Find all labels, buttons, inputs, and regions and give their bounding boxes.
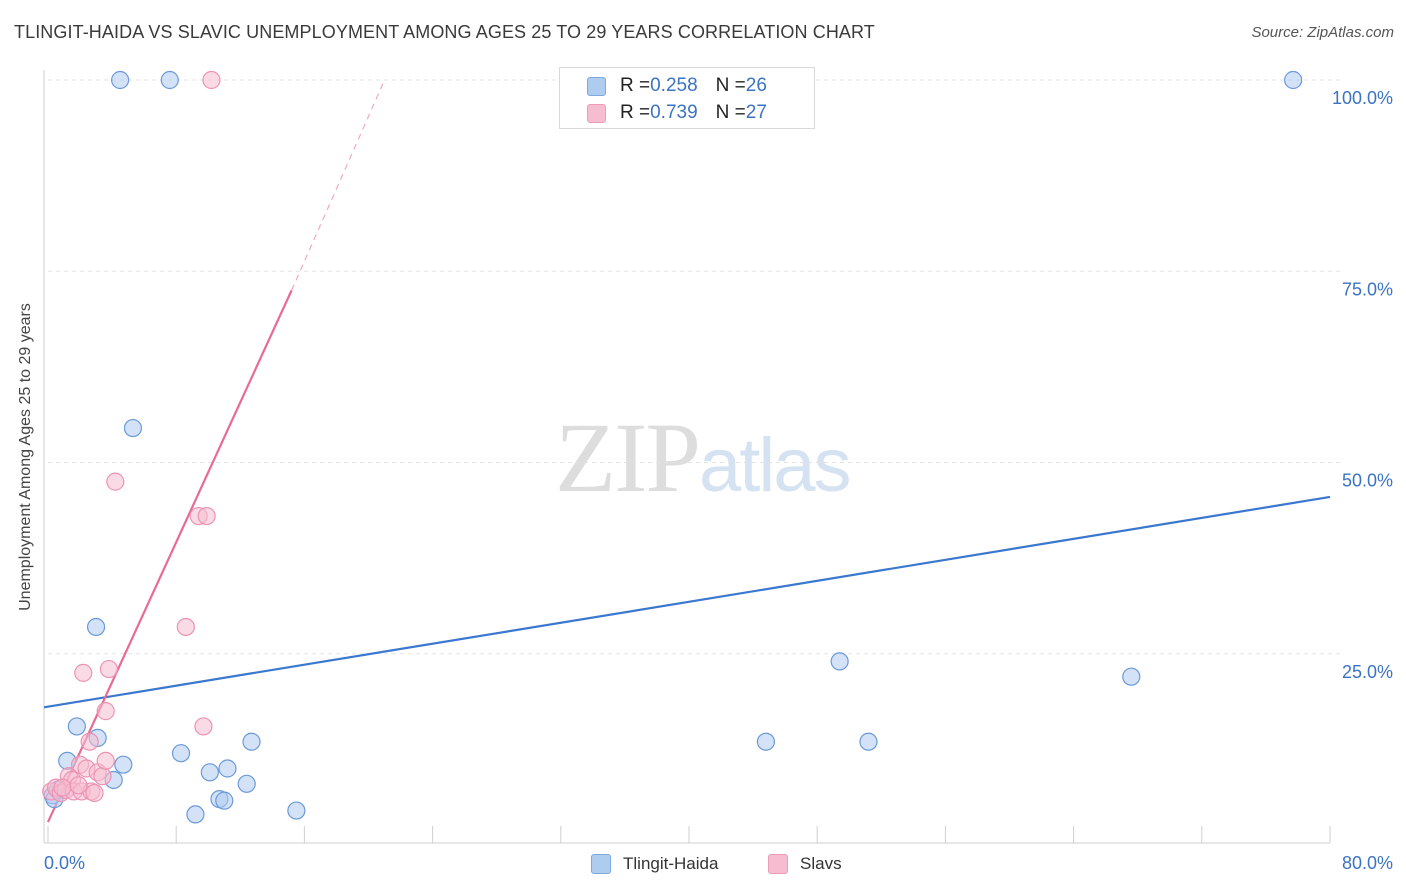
point-tlingit-haida xyxy=(218,759,237,778)
y-tick-label: 100.0% xyxy=(1332,88,1393,108)
legend-swatch-pink xyxy=(587,103,606,123)
point-tlingit-haida xyxy=(86,617,106,637)
grid-lines xyxy=(48,79,1340,655)
chart-title: TLINGIT-HAIDA VS SLAVIC UNEMPLOYMENT AMO… xyxy=(14,22,875,42)
point-tlingit-haida xyxy=(114,755,133,774)
point-tlingit-haida xyxy=(111,70,130,90)
legend-n-label: N = xyxy=(715,102,746,123)
legend-item-slavs[interactable]: Slavs xyxy=(768,852,842,876)
point-slavs xyxy=(93,767,112,786)
point-tlingit-haida xyxy=(123,418,143,438)
legend-swatch-pink xyxy=(768,854,788,874)
x-tick-label: 80.0% xyxy=(1342,853,1393,873)
legend-r-value: 0.258 xyxy=(650,75,698,96)
point-slavs xyxy=(194,717,213,736)
trend-line-slavs-extension xyxy=(291,79,386,291)
legend-item-tlingit-haida[interactable]: Tlingit-Haida xyxy=(591,852,718,876)
legend-label-tlingit-haida: Tlingit-Haida xyxy=(623,854,719,873)
point-slavs xyxy=(96,702,115,721)
x-tick-labels: 0.0% 80.0% xyxy=(44,853,1393,873)
x-ticks xyxy=(47,826,1331,843)
legend-r-label: R = xyxy=(620,102,651,123)
point-tlingit-haida xyxy=(186,805,205,824)
legend-swatch-blue xyxy=(587,76,606,96)
point-tlingit-haida xyxy=(756,732,776,751)
source-note: Source: ZipAtlas.com xyxy=(1251,24,1394,41)
point-tlingit-haida xyxy=(67,717,86,736)
data-points xyxy=(42,70,1303,824)
legend-r-label: R = xyxy=(620,75,651,96)
point-slavs xyxy=(53,778,72,797)
y-tick-label: 75.0% xyxy=(1342,279,1393,299)
legend-row-tlingit-haida: R = 0.258 N = 26 xyxy=(560,73,767,99)
point-tlingit-haida xyxy=(287,801,306,820)
point-tlingit-haida xyxy=(859,732,878,751)
point-tlingit-haida xyxy=(830,652,849,671)
point-tlingit-haida xyxy=(215,791,234,810)
correlation-legend: R = 0.258 N = 26 R = 0.739 N = 27 xyxy=(559,67,815,129)
point-tlingit-haida xyxy=(1122,667,1141,686)
legend-n-value: 27 xyxy=(745,102,767,123)
trend-lines xyxy=(43,79,1331,823)
legend-row-slavs: R = 0.739 N = 27 xyxy=(560,100,767,126)
point-slavs xyxy=(85,783,104,803)
point-slavs xyxy=(96,751,115,770)
legend-n-value: 26 xyxy=(745,75,767,96)
point-tlingit-haida xyxy=(200,763,219,782)
point-tlingit-haida xyxy=(1284,70,1303,90)
point-tlingit-haida xyxy=(171,744,191,763)
legend-label-slavs: Slavs xyxy=(800,854,842,873)
point-slavs xyxy=(176,617,195,637)
point-slavs xyxy=(106,472,125,491)
y-tick-labels: 100.0% 75.0% 50.0% 25.0% xyxy=(1332,88,1393,682)
y-tick-label: 50.0% xyxy=(1342,471,1393,491)
point-slavs xyxy=(99,659,118,679)
point-slavs xyxy=(69,776,88,795)
point-tlingit-haida xyxy=(242,732,261,751)
point-slavs xyxy=(80,732,99,751)
watermark-zip: ZIP xyxy=(555,402,701,513)
point-tlingit-haida xyxy=(160,70,179,90)
point-slavs xyxy=(197,506,216,526)
y-tick-label: 25.0% xyxy=(1342,662,1393,682)
trend-line-tlingit-haida xyxy=(43,495,1331,709)
point-slavs xyxy=(202,70,221,90)
legend-swatch-blue xyxy=(591,854,611,874)
point-tlingit-haida xyxy=(237,774,256,793)
watermark: ZIPatlas xyxy=(555,400,852,515)
legend-n-label: N = xyxy=(715,75,746,96)
axes xyxy=(43,70,1330,844)
x-tick-label: 0.0% xyxy=(44,853,85,873)
point-slavs xyxy=(74,663,93,682)
legend-r-value: 0.739 xyxy=(650,102,698,123)
watermark-atlas: atlas xyxy=(699,423,852,508)
